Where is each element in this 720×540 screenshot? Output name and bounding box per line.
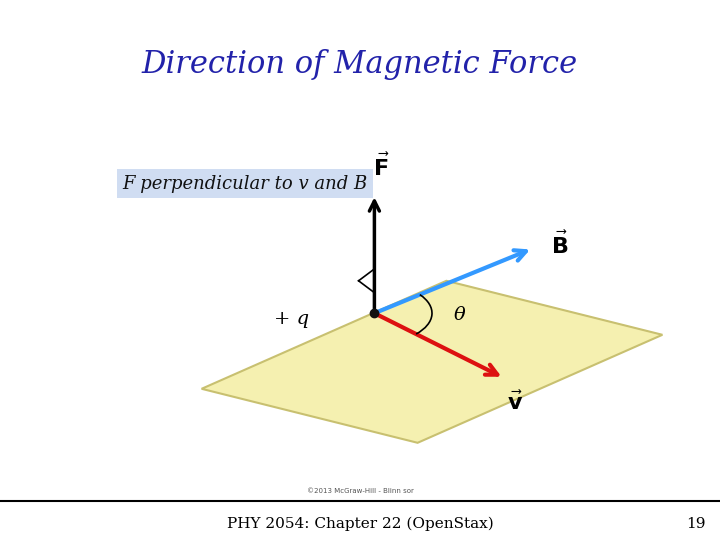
Text: $\vec{\mathbf{B}}$: $\vec{\mathbf{B}}$: [551, 232, 568, 259]
Text: + q: + q: [274, 309, 310, 328]
Text: $\vec{\mathbf{v}}$: $\vec{\mathbf{v}}$: [507, 392, 523, 415]
Text: 19: 19: [686, 517, 706, 531]
Text: F perpendicular to v and B: F perpendicular to v and B: [122, 174, 368, 193]
Text: θ: θ: [454, 306, 465, 324]
Text: Direction of Magnetic Force: Direction of Magnetic Force: [142, 49, 578, 79]
Text: PHY 2054: Chapter 22 (OpenStax): PHY 2054: Chapter 22 (OpenStax): [227, 517, 493, 531]
Text: $\vec{\mathbf{F}}$: $\vec{\mathbf{F}}$: [373, 154, 390, 181]
Text: ©2013 McGraw-Hill - Blinn sor: ©2013 McGraw-Hill - Blinn sor: [307, 488, 413, 494]
Polygon shape: [202, 281, 662, 443]
